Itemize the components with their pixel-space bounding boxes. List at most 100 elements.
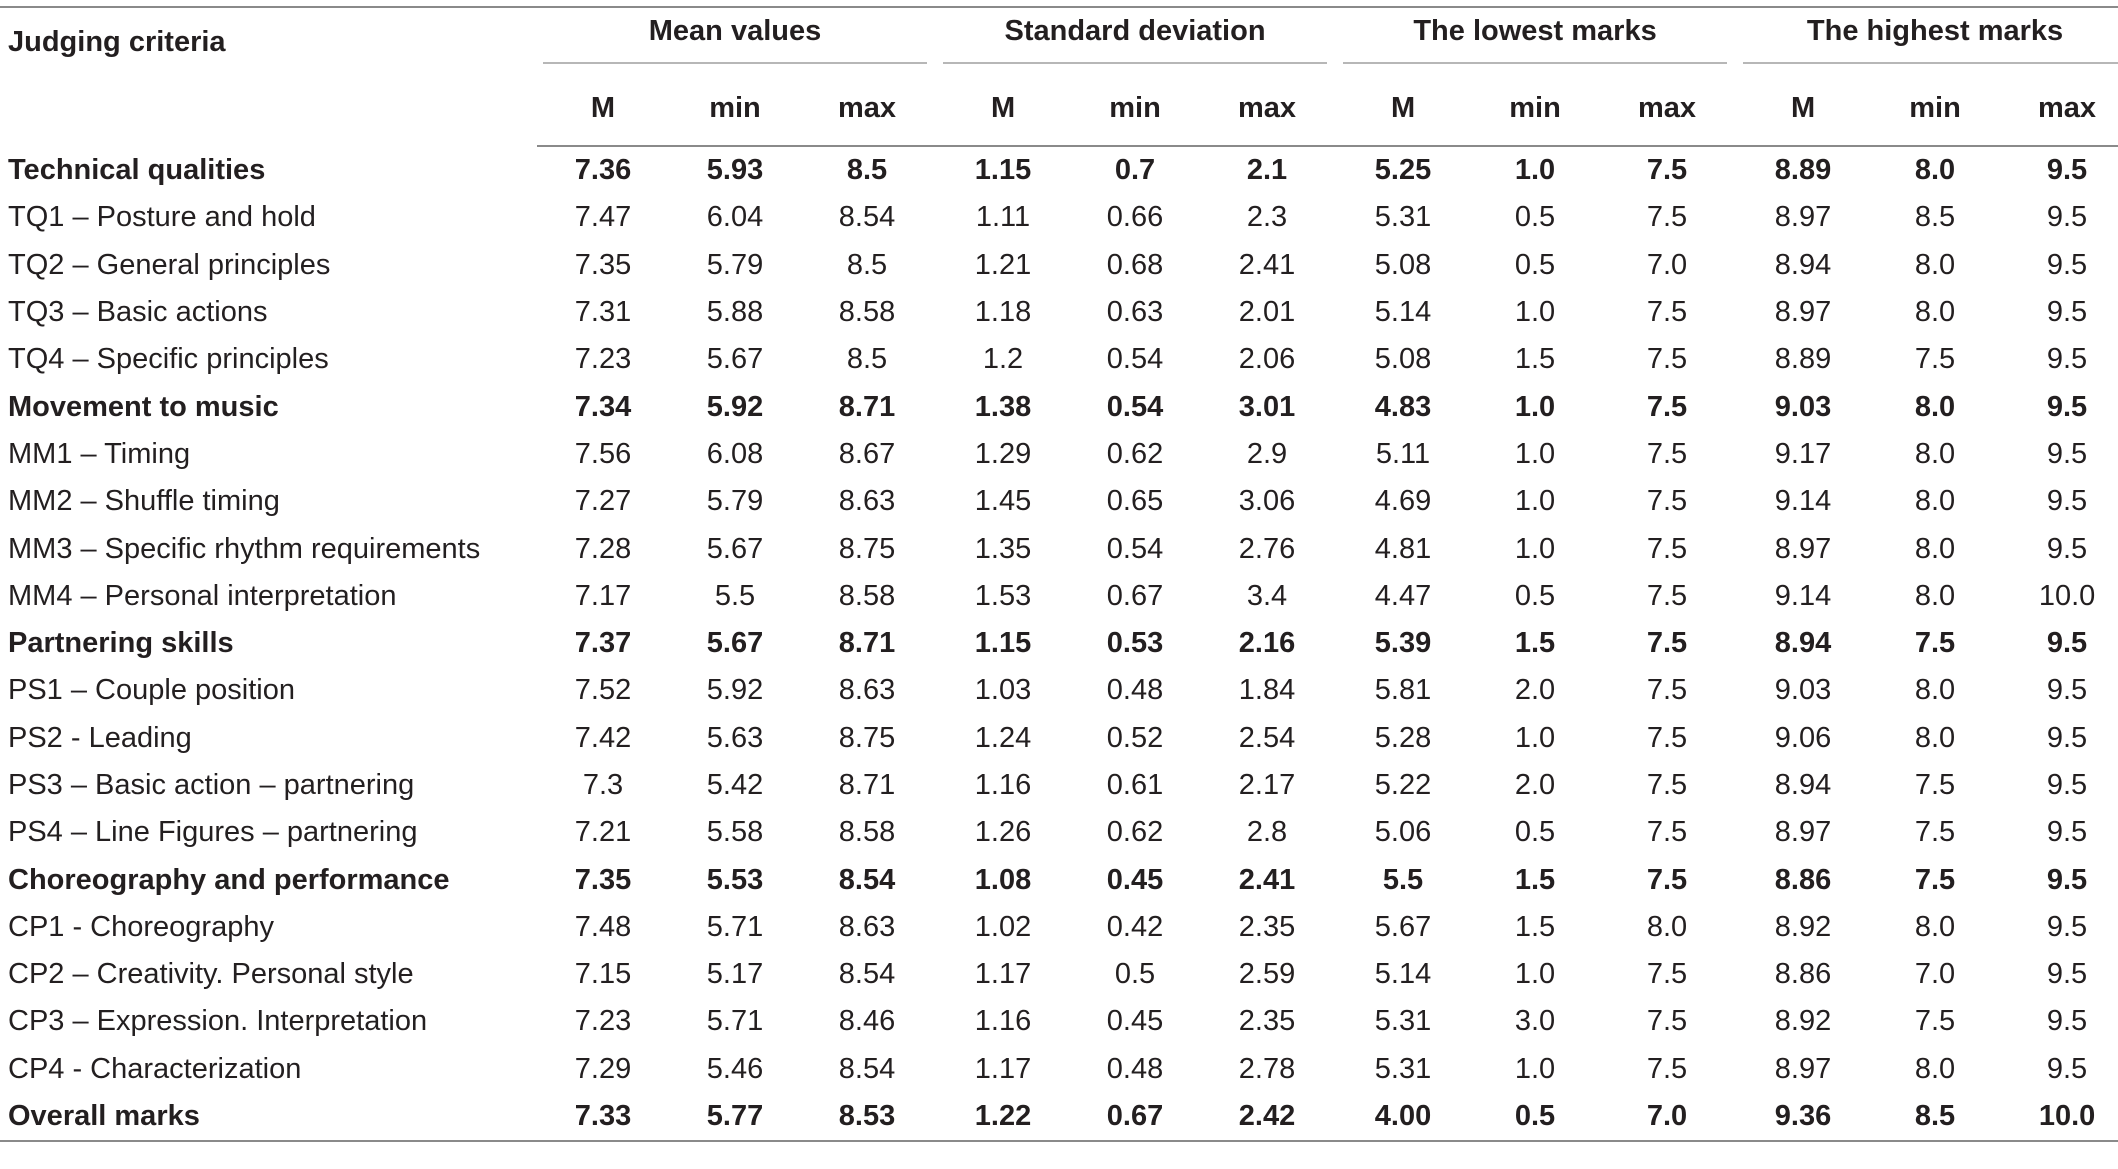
value-cell: 5.31 <box>1374 201 1432 234</box>
header-row-groups: Judging criteria Mean values Standard de… <box>0 8 2118 71</box>
value-cell: 1.08 <box>974 863 1032 896</box>
value-cell: 5.31 <box>1374 1052 1432 1085</box>
value-cell: 2.76 <box>1238 532 1296 565</box>
value-cell: 7.35 <box>574 863 632 896</box>
value-cell: 1.53 <box>974 579 1032 612</box>
criterion-label: CP2 – Creativity. Personal style <box>8 958 414 991</box>
value-cell: 0.52 <box>1106 721 1164 754</box>
value-cell: 7.42 <box>574 721 632 754</box>
value-cell: 1.03 <box>974 674 1032 707</box>
value-cell: 10.0 <box>2001 1092 2118 1143</box>
value-cell: 9.5 <box>2046 532 2088 565</box>
value-cell: 1.16 <box>974 1005 1032 1038</box>
value-cell: 7.17 <box>574 579 632 612</box>
value-cell: 1.84 <box>1238 674 1296 707</box>
value-cell: 8.0 <box>1914 485 1956 518</box>
table-row: PS3 – Basic action – partnering 7.3 5.42 8.… <box>0 762 2118 809</box>
value-cell: 0.5 <box>1114 958 1156 991</box>
value-cell: 8.75 <box>838 532 896 565</box>
value-cell: 9.03 <box>1774 390 1832 423</box>
judging-criteria-table: Judging criteria Mean values Standard de… <box>0 8 2118 1143</box>
table-row: PS4 – Line Figures – partnering 7.21 5.58 8… <box>0 809 2118 856</box>
value-cell: 9.5 <box>2046 1052 2088 1085</box>
value-cell: 7.0 <box>1914 958 1956 991</box>
value-cell: 4.69 <box>1374 485 1432 518</box>
group-header-highest: The highest marks <box>1737 8 2118 71</box>
value-cell: 5.71 <box>706 1005 764 1038</box>
value-cell: 3.01 <box>1238 390 1296 423</box>
value-cell: 1.0 <box>1514 958 1556 991</box>
value-cell: 7.56 <box>574 437 632 470</box>
group-label: Mean values <box>543 15 928 64</box>
value-cell: 7.5 <box>1914 863 1956 896</box>
value-cell: 9.17 <box>1774 437 1832 470</box>
value-cell: 8.97 <box>1774 296 1832 329</box>
subheader-cell: max <box>1601 71 1734 147</box>
value-cell: 4.47 <box>1374 579 1432 612</box>
value-cell: 7.5 <box>1646 154 1688 187</box>
value-cell: 5.79 <box>706 248 764 281</box>
value-cell: 8.54 <box>838 863 896 896</box>
value-cell: 1.26 <box>974 816 1032 849</box>
value-cell: 9.5 <box>2046 437 2088 470</box>
value-cell: 5.79 <box>706 485 764 518</box>
value-cell: 5.67 <box>706 532 764 565</box>
value-cell: 8.54 <box>838 958 896 991</box>
value-cell: 8.92 <box>1774 910 1832 943</box>
value-cell: 1.15 <box>974 154 1032 187</box>
criterion-label: Partnering skills <box>8 627 234 660</box>
value-cell: 5.42 <box>706 769 764 801</box>
subheader-cell: min <box>1069 71 1202 147</box>
criterion-label: Overall marks <box>0 1092 537 1143</box>
value-cell: 2.3 <box>1246 201 1288 234</box>
value-cell: 9.5 <box>2046 248 2088 281</box>
value-cell: 9.14 <box>1774 579 1832 612</box>
value-cell: 7.37 <box>574 627 632 660</box>
value-cell: 1.24 <box>974 721 1032 754</box>
value-cell: 6.08 <box>706 437 764 470</box>
table-row: TQ4 – Specific principles 7.23 5.67 8.5 1.2 0… <box>0 336 2118 383</box>
value-cell: 8.5 <box>846 154 888 187</box>
value-cell: 1.17 <box>974 1052 1032 1085</box>
value-cell: 0.67 <box>1069 1092 1202 1143</box>
table-row: MM3 – Specific rhythm requirements 7.28 5.… <box>0 525 2118 572</box>
value-cell: 0.42 <box>1106 910 1164 943</box>
value-cell: 0.67 <box>1106 579 1164 612</box>
value-cell: 9.5 <box>2046 627 2088 660</box>
criterion-label: MM4 – Personal interpretation <box>8 579 397 612</box>
value-cell: 5.39 <box>1374 627 1432 660</box>
value-cell: 7.5 <box>1646 674 1688 707</box>
value-cell: 7.5 <box>1646 1005 1688 1038</box>
table-row: Movement to music 7.34 5.92 8.71 1.38 0.54 3.0… <box>0 383 2118 430</box>
value-cell: 5.93 <box>706 154 764 187</box>
group-label: Standard deviation <box>943 15 1328 64</box>
value-cell: 8.46 <box>838 1005 896 1038</box>
value-cell: 5.67 <box>706 343 764 376</box>
value-cell: 7.48 <box>574 910 632 943</box>
value-cell: 5.22 <box>1374 769 1432 801</box>
value-cell: 7.5 <box>1646 437 1688 470</box>
value-cell: 0.5 <box>1514 248 1556 281</box>
value-cell: 8.75 <box>838 721 896 754</box>
value-cell: 1.35 <box>974 532 1032 565</box>
value-cell: 9.14 <box>1774 485 1832 518</box>
value-cell: 0.61 <box>1106 769 1164 801</box>
table-row: MM2 – Shuffle timing 7.27 5.79 8.63 1.45 0.65… <box>0 478 2118 525</box>
group-header-sd: Standard deviation <box>937 8 1333 71</box>
value-cell: 9.03 <box>1774 674 1832 707</box>
value-cell: 1.38 <box>974 390 1032 423</box>
value-cell: 5.58 <box>706 816 764 849</box>
value-cell: 9.5 <box>2046 674 2088 707</box>
value-cell: 7.3 <box>582 769 624 801</box>
value-cell: 3.4 <box>1246 579 1288 612</box>
gap <box>1733 71 1738 147</box>
value-cell: 0.65 <box>1106 485 1164 518</box>
value-cell: 7.5 <box>1646 627 1688 660</box>
value-cell: 1.5 <box>1514 343 1556 376</box>
value-cell: 1.15 <box>974 627 1032 660</box>
value-cell: 5.67 <box>706 627 764 660</box>
group-label: The highest marks <box>1743 15 2118 64</box>
criterion-label: Choreography and performance <box>8 863 450 896</box>
group-header-mean: Mean values <box>537 8 933 71</box>
value-cell: 2.41 <box>1238 248 1296 281</box>
